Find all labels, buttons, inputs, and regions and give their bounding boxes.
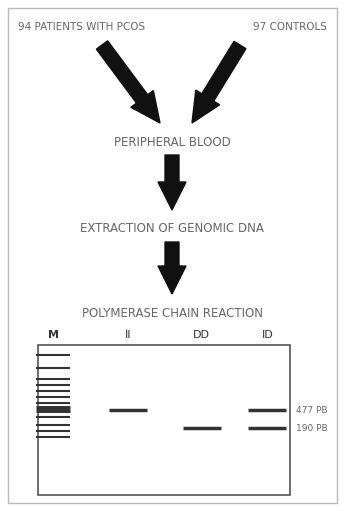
FancyArrow shape (158, 242, 186, 294)
Text: 477 PB: 477 PB (296, 406, 327, 415)
Text: II: II (125, 330, 131, 340)
FancyArrow shape (158, 155, 186, 210)
FancyArrow shape (96, 41, 160, 123)
Text: EXTRACTION OF GENOMIC DNA: EXTRACTION OF GENOMIC DNA (80, 222, 264, 235)
Text: ID: ID (262, 330, 273, 340)
Text: PERIPHERAL BLOOD: PERIPHERAL BLOOD (114, 136, 230, 149)
Text: 97 CONTROLS: 97 CONTROLS (253, 22, 327, 32)
Text: POLYMERASE CHAIN REACTION: POLYMERASE CHAIN REACTION (81, 307, 263, 320)
Text: 94 PATIENTS WITH PCOS: 94 PATIENTS WITH PCOS (18, 22, 145, 32)
Text: M: M (48, 330, 59, 340)
Text: DD: DD (193, 330, 210, 340)
Bar (38, 345, 290, 495)
FancyArrow shape (192, 41, 246, 123)
Text: 190 PB: 190 PB (296, 424, 328, 433)
